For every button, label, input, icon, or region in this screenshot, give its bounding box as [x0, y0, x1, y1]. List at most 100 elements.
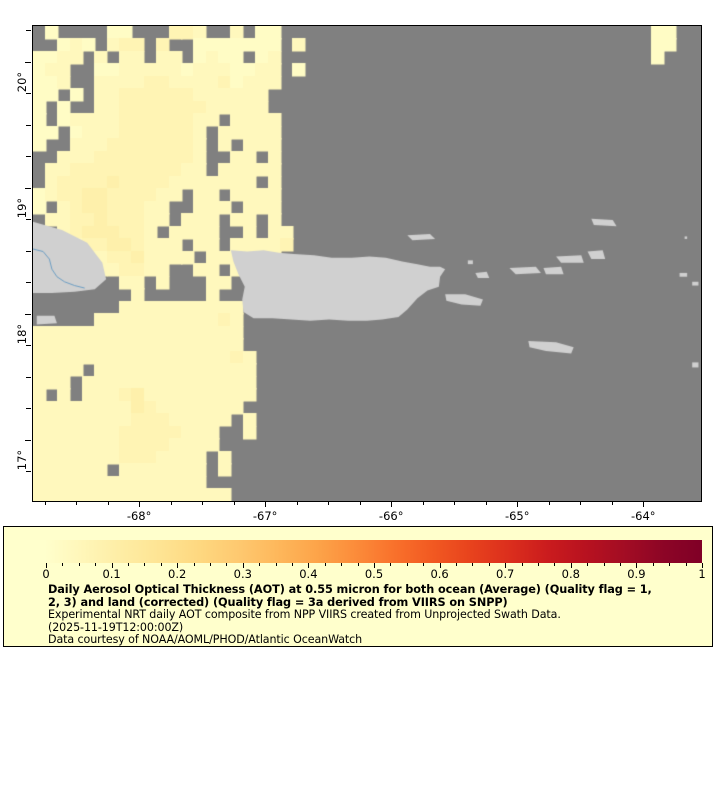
x-axis-minor-tick	[359, 501, 361, 505]
x-axis-minor-tick	[611, 501, 613, 505]
x-axis-label: -68°	[126, 509, 152, 523]
x-axis-minor-tick	[454, 501, 456, 505]
y-axis-minor-tick	[26, 345, 31, 347]
colorbar-minor-tick	[275, 563, 277, 566]
colorbar-minor-tick	[193, 563, 195, 566]
y-axis-minor-tick	[26, 376, 31, 378]
x-axis-minor-tick	[422, 501, 424, 505]
map-panel	[32, 25, 702, 502]
colorbar-tick	[308, 563, 310, 568]
x-axis-minor-tick	[202, 501, 204, 505]
colorbar-minor-tick	[128, 563, 129, 566]
colorbar-minor-tick	[423, 563, 425, 566]
colorbar	[46, 540, 702, 563]
legend-subtitle-line2: (2025-11-19T12:00:00Z)	[48, 620, 184, 634]
y-axis-minor-tick	[26, 250, 31, 252]
colorbar-minor-tick	[620, 563, 621, 566]
legend-title-line1: Daily Aerosol Optical Thickness (AOT) at…	[48, 583, 652, 596]
colorbar-minor-tick	[160, 563, 162, 566]
colorbar-minor-tick	[587, 563, 589, 566]
y-axis-minor-tick	[26, 408, 31, 410]
colorbar-minor-tick	[226, 563, 228, 566]
colorbar-minor-tick	[603, 563, 605, 566]
y-axis-minor-tick	[26, 156, 31, 158]
y-axis-label: 18°	[15, 323, 29, 344]
y-axis-tick	[25, 439, 31, 441]
y-axis-minor-tick	[26, 282, 31, 284]
colorbar-tick	[374, 563, 375, 568]
y-axis-label: 17°	[15, 449, 29, 470]
colorbar-minor-tick	[669, 563, 671, 566]
legend-panel: 0 0.1 0.2 0.3 0.4 0.5 0.6 0.7 0.8 0.9 1 Daily Aero…	[3, 526, 713, 647]
x-axis-minor-tick	[296, 501, 298, 505]
colorbar-minor-tick	[95, 563, 97, 566]
colorbar-tick-label: 0.2	[168, 567, 187, 581]
colorbar-minor-tick	[554, 563, 556, 566]
x-axis-label: -66°	[378, 509, 404, 523]
colorbar-minor-tick	[406, 563, 408, 566]
colorbar-tick-label: 0.4	[299, 567, 318, 581]
colorbar-minor-tick	[456, 563, 457, 566]
colorbar-minor-tick	[488, 563, 490, 566]
y-axis-minor-tick	[26, 30, 31, 32]
x-axis-tick	[643, 501, 645, 507]
y-axis-minor-tick	[26, 124, 31, 126]
colorbar-minor-tick	[521, 563, 523, 566]
y-axis-tick	[25, 313, 31, 315]
y-axis-label: 19°	[15, 197, 29, 218]
legend-text-block: Daily Aerosol Optical Thickness (AOT) at…	[48, 583, 698, 647]
x-axis-tick	[139, 501, 141, 507]
colorbar-tick-label: 1	[698, 567, 706, 581]
colorbar-tick-label: 0	[42, 567, 50, 581]
colorbar-gradient	[46, 540, 702, 563]
colorbar-minor-tick	[390, 563, 392, 566]
x-axis-minor-tick	[580, 501, 582, 505]
y-axis-minor-tick	[26, 471, 31, 473]
aot-heatmap-canvas	[33, 26, 701, 501]
colorbar-minor-tick	[652, 563, 654, 566]
x-axis-minor-tick	[233, 501, 235, 505]
colorbar-tick-label: 0.7	[496, 567, 515, 581]
colorbar-minor-tick	[292, 563, 293, 566]
colorbar-tick	[111, 563, 113, 568]
x-axis-tick	[517, 501, 519, 507]
colorbar-tick	[636, 563, 638, 568]
x-axis-minor-tick	[107, 501, 109, 505]
colorbar-tick-label: 0.1	[102, 567, 121, 581]
y-axis-tick	[25, 187, 31, 189]
colorbar-minor-tick	[210, 563, 211, 566]
colorbar-tick	[46, 563, 47, 568]
x-axis-label: -65°	[504, 509, 530, 523]
colorbar-minor-tick	[538, 563, 539, 566]
colorbar-minor-tick	[259, 563, 261, 566]
colorbar-tick-label: 0.6	[430, 567, 449, 581]
x-axis-label: -64°	[631, 509, 656, 523]
colorbar-minor-tick	[144, 563, 146, 566]
colorbar-tick	[505, 563, 507, 568]
legend-subtitle-line1: Experimental NRT daily AOT composite fro…	[48, 608, 561, 622]
x-axis-minor-tick	[328, 501, 330, 505]
colorbar-minor-tick	[685, 563, 687, 566]
colorbar-tick-label: 0.5	[364, 567, 384, 581]
y-axis-label: 20°	[15, 71, 29, 92]
x-axis-tick	[265, 501, 267, 507]
x-axis-minor-tick	[485, 501, 487, 505]
colorbar-tick-label: 0.9	[627, 567, 646, 581]
colorbar-tick	[439, 563, 441, 568]
x-axis-minor-tick	[76, 501, 78, 505]
y-axis-tick	[25, 61, 31, 63]
x-axis-minor-tick	[548, 501, 550, 505]
x-axis-minor-tick	[170, 501, 172, 505]
colorbar-minor-tick	[341, 563, 343, 566]
legend-credit: Data courtesy of NOAA/AOML/PHOD/Atlantic…	[48, 633, 363, 647]
colorbar-tick	[702, 563, 703, 568]
y-axis-minor-tick	[26, 93, 31, 95]
legend-title-line2: 2, 3) and land (corrected) (Quality flag…	[48, 595, 508, 609]
colorbar-tick-label: 0.8	[561, 567, 580, 581]
colorbar-minor-tick	[324, 563, 326, 566]
x-axis-label: -67°	[252, 509, 278, 523]
x-axis-minor-tick	[44, 501, 46, 505]
colorbar-minor-tick	[62, 563, 64, 566]
colorbar-minor-tick	[78, 563, 80, 566]
colorbar-minor-tick	[357, 563, 359, 566]
